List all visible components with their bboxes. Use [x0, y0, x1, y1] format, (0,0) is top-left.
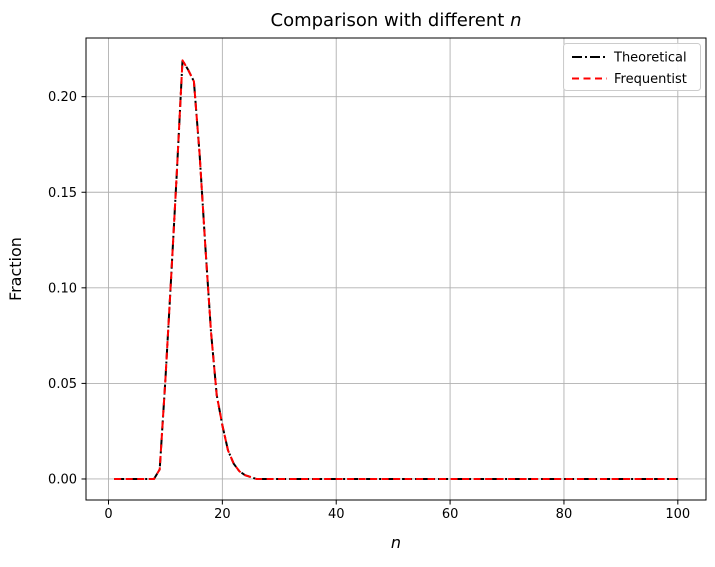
legend-label-frequentist: Frequentist	[614, 72, 687, 87]
x-tick-label: 100	[665, 507, 690, 522]
chart-title-text: Comparison with different	[271, 10, 511, 31]
y-tick-label: 0.20	[48, 90, 77, 105]
legend-item-frequentist: Frequentist	[572, 72, 687, 87]
y-axis: 0.00 0.05 0.10 0.15 0.20	[48, 90, 86, 488]
y-tick-label: 0.05	[48, 377, 77, 392]
x-axis: 0 20 40 60 80 100	[104, 500, 690, 522]
chart-title-variable: n	[510, 10, 521, 31]
legend-item-theoretical: Theoretical	[572, 51, 687, 66]
x-tick-label: 80	[556, 507, 573, 522]
theoretical-line	[114, 59, 678, 480]
y-tick-label: 0.00	[48, 473, 77, 488]
legend: Theoretical Frequentist	[563, 43, 701, 91]
y-tick-label: 0.10	[48, 281, 77, 296]
legend-label-theoretical: Theoretical	[613, 51, 687, 66]
x-tick-label: 20	[214, 507, 231, 522]
x-tick-label: 40	[328, 507, 345, 522]
x-axis-label: n	[391, 533, 401, 552]
chart-title: Comparison with different n	[271, 10, 522, 31]
y-tick-label: 0.15	[48, 186, 77, 201]
x-tick-label: 60	[442, 507, 459, 522]
grid	[86, 38, 706, 500]
y-axis-label: Fraction	[6, 237, 25, 301]
x-tick-label: 0	[104, 507, 112, 522]
plot-border	[85, 37, 707, 501]
frequentist-line	[114, 59, 678, 480]
series	[114, 59, 678, 480]
